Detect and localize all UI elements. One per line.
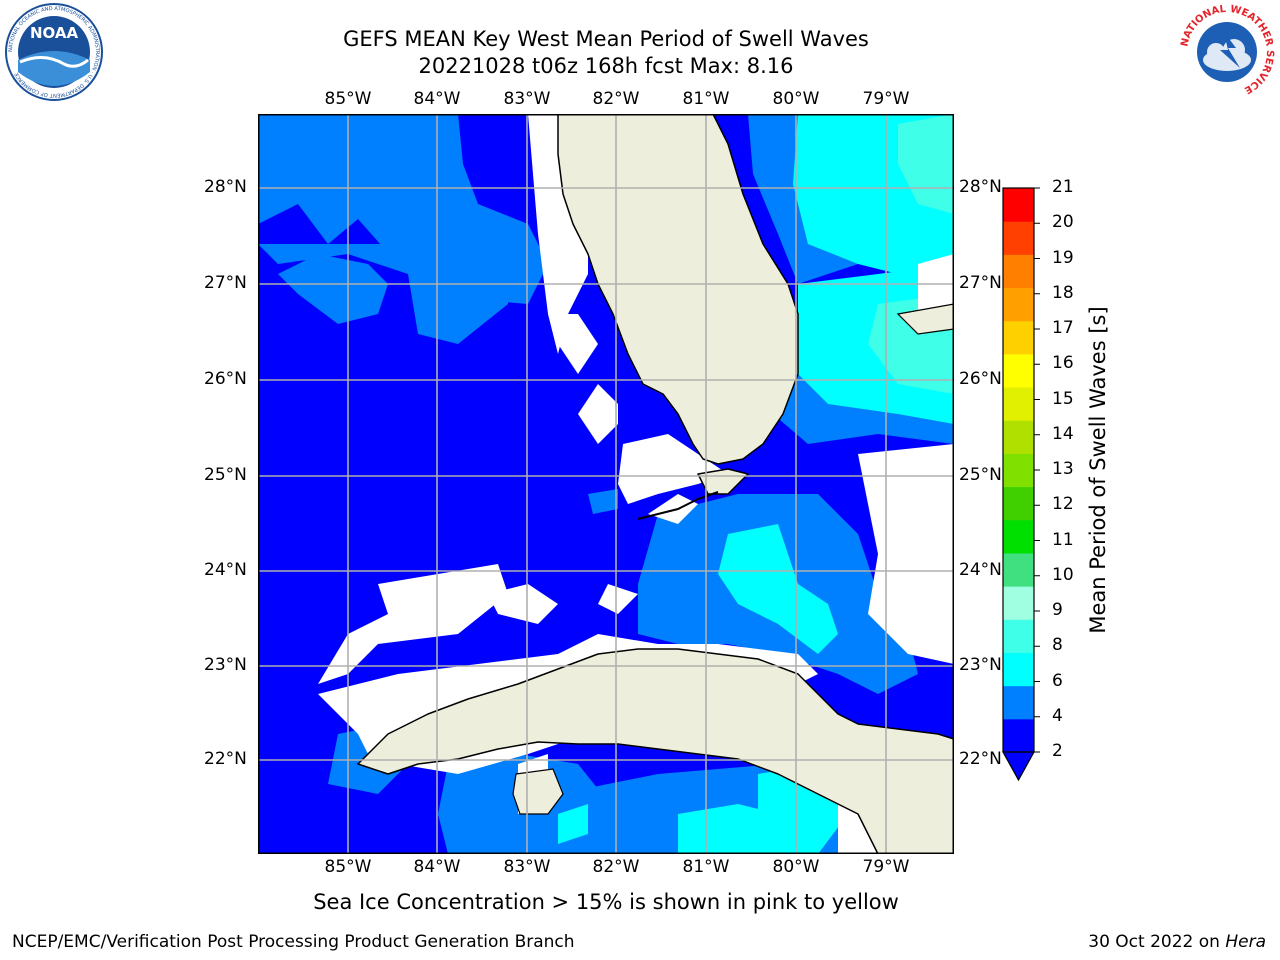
colorbar-tick-label: 6 — [1052, 670, 1063, 691]
colorbar-tick-label: 12 — [1052, 494, 1074, 515]
colorbar-tick-label: 16 — [1052, 353, 1074, 374]
colorbar-tick-label: 21 — [1052, 177, 1074, 197]
colorbar-segment — [1003, 420, 1034, 454]
colorbar-segment — [1003, 353, 1034, 388]
colorbar-tick-label: 9 — [1052, 600, 1063, 620]
lat-label-right: 22°N — [959, 749, 1002, 769]
chart-title: GEFS MEAN Key West Mean Period of Swell … — [343, 27, 869, 51]
land-bahamas — [896, 303, 954, 335]
land-isle-of-youth — [512, 768, 564, 815]
lon-label-top: 81°W — [682, 89, 730, 109]
lat-label-right: 27°N — [959, 273, 1002, 293]
colorbar-tick-label: 20 — [1052, 212, 1074, 233]
colorbar-tick-label: 13 — [1052, 459, 1074, 479]
lat-label-left: 28°N — [204, 177, 247, 197]
colorbar-segment — [1003, 586, 1034, 620]
lat-label-left: 22°N — [204, 749, 247, 769]
colorbar-extend-arrow — [1001, 751, 1036, 782]
colorbar-segment — [1003, 619, 1034, 653]
colorbar-tick-label: 11 — [1052, 529, 1074, 550]
lat-label-right: 23°N — [959, 655, 1002, 675]
colorbar-segment — [1003, 188, 1034, 222]
colorbar-segment — [1003, 387, 1034, 421]
colorbar — [1001, 187, 1040, 782]
nws-logo-icon: NATIONAL WEATHER SERVICE — [1179, 4, 1275, 100]
lon-label-top: 84°W — [413, 89, 461, 109]
lat-label-left: 25°N — [204, 465, 247, 485]
svg-text:NOAA: NOAA — [30, 24, 79, 42]
colorbar-segment — [1003, 519, 1034, 554]
lat-label-right: 25°N — [959, 465, 1002, 485]
lon-label-bottom: 80°W — [772, 857, 820, 877]
footer-date: 30 Oct 2022 on Hera — [1088, 932, 1266, 952]
colorbar-segment — [1003, 652, 1034, 687]
footer-credit: NCEP/EMC/Verification Post Processing Pr… — [12, 932, 575, 952]
colorbar-tick-label: 15 — [1052, 388, 1074, 409]
lon-label-bottom: 85°W — [324, 857, 372, 877]
lon-label-top: 85°W — [324, 89, 372, 109]
colorbar-tick-label: 17 — [1052, 318, 1074, 338]
lat-label-left: 27°N — [204, 273, 247, 293]
chart-subtitle: 20221028 t06z 168h fcst Max: 8.16 — [418, 54, 794, 78]
colorbar-segment — [1003, 221, 1034, 255]
lon-label-bottom: 84°W — [413, 857, 461, 877]
lon-label-top: 83°W — [503, 89, 551, 109]
lat-label-right: 28°N — [959, 177, 1002, 197]
footer-host: Hera — [1225, 932, 1266, 952]
lat-label-left: 23°N — [204, 655, 247, 675]
florida-keys — [637, 491, 719, 520]
colorbar-segment — [1003, 685, 1034, 720]
lon-label-bottom: 81°W — [682, 857, 730, 877]
colorbar-segment — [1003, 254, 1034, 289]
colorbar-tick-label: 14 — [1052, 423, 1074, 444]
lat-label-left: 26°N — [204, 369, 247, 389]
lat-label-right: 26°N — [959, 369, 1002, 389]
lon-label-bottom: 83°W — [503, 857, 551, 877]
colorbar-tick-label: 4 — [1052, 705, 1063, 726]
lat-label-left: 24°N — [204, 560, 247, 580]
colorbar-segment — [1003, 287, 1034, 322]
lon-label-top: 82°W — [592, 89, 640, 109]
colorbar-tick-label: 8 — [1052, 635, 1063, 656]
colorbar-segment — [1003, 320, 1034, 355]
colorbar-label: Mean Period of Swell Waves [s] — [1086, 306, 1110, 634]
lat-label-right: 24°N — [959, 560, 1002, 580]
colorbar-segment — [1003, 453, 1034, 488]
colorbar-segment — [1003, 552, 1034, 587]
sea-ice-note: Sea Ice Concentration > 15% is shown in … — [313, 890, 899, 914]
colorbar-tick-label: 19 — [1052, 247, 1074, 268]
colorbar-tick-label: 18 — [1052, 282, 1074, 303]
lon-label-top: 79°W — [862, 89, 910, 109]
land-cuba — [357, 648, 954, 854]
map — [258, 114, 954, 854]
lon-label-top: 80°W — [772, 89, 820, 109]
lon-label-bottom: 82°W — [592, 857, 640, 877]
colorbar-segment — [1003, 486, 1034, 521]
graticule — [258, 114, 954, 854]
land-florida — [557, 114, 799, 495]
lon-label-bottom: 79°W — [862, 857, 910, 877]
footer-date-text: 30 Oct 2022 on — [1088, 932, 1220, 952]
colorbar-tick-label: 10 — [1052, 564, 1074, 585]
colorbar-tick-label: 2 — [1052, 741, 1063, 761]
noaa-logo-icon: NATIONAL OCEANIC AND ATMOSPHERIC ADMINIS… — [5, 3, 103, 101]
colorbar-segment — [1003, 718, 1034, 753]
